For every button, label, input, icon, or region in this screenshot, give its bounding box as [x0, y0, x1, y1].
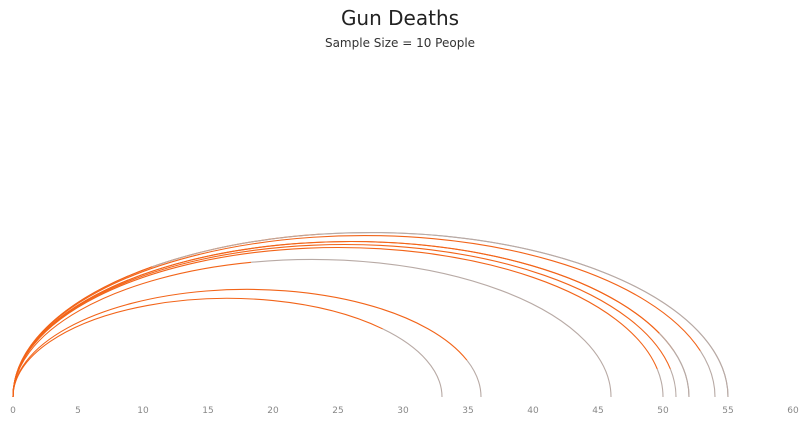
arc-remaining-0: [466, 359, 482, 398]
x-tick-label: 0: [10, 406, 16, 416]
arc-lived-7: [12, 234, 701, 398]
x-tick-label: 40: [527, 406, 539, 416]
arc-remaining-6: [658, 332, 690, 398]
x-tick-label: 35: [462, 406, 473, 416]
x-tick-label: 60: [787, 406, 799, 416]
arc-remaining-1: [382, 328, 443, 398]
x-tick-label: 5: [75, 406, 81, 416]
arc-remaining-2: [251, 258, 612, 398]
arc-lived-6: [12, 240, 660, 398]
arc-lived-9: [12, 266, 153, 398]
x-tick-label: 20: [267, 406, 279, 416]
chart-title: Gun Deaths: [340, 6, 460, 30]
x-tick-label: 10: [137, 406, 149, 416]
x-tick-label: 25: [332, 406, 343, 416]
arcs-layer: [12, 232, 729, 398]
arc-remaining-3: [656, 368, 664, 398]
arc-remaining-9: [152, 232, 729, 398]
arc-lived-3: [12, 246, 658, 398]
arc-remaining-7: [699, 350, 716, 398]
x-tick-label: 45: [592, 406, 603, 416]
x-tick-label: 50: [657, 406, 669, 416]
x-tick-label: 55: [722, 406, 733, 416]
arc-lived-0: [12, 288, 468, 398]
arc-lived-5: [12, 240, 675, 398]
arc-lived-2: [12, 261, 252, 398]
arc-lived-4: [12, 243, 671, 398]
x-axis: 0 5 10 15 20 25 30 35 40 45 50 55 60: [10, 406, 799, 416]
x-tick-label: 15: [202, 406, 213, 416]
arc-lived-1: [12, 297, 383, 398]
x-tick-label: 30: [397, 406, 409, 416]
arc-remaining-4: [669, 368, 677, 398]
chart-subtitle: Sample Size = 10 People: [324, 36, 476, 50]
